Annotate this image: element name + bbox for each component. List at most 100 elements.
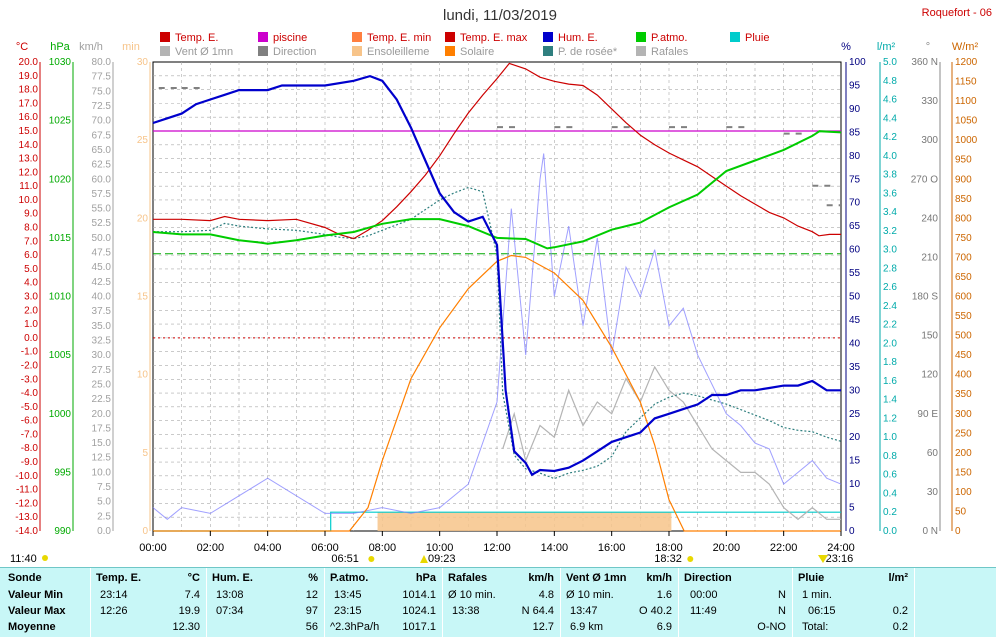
- patmo-max-val: 1024.1: [402, 605, 436, 617]
- axis-tick-label: 35.0: [92, 321, 112, 332]
- axis-tick-label: 20.0: [19, 57, 39, 68]
- axis-tick-label: 1000: [49, 409, 72, 420]
- vent-unit: km/h: [646, 572, 672, 584]
- axis-tick-label: 7.0: [24, 236, 38, 247]
- axis-tick-label: 6.0: [24, 250, 38, 261]
- axis-tick-label: 750: [955, 233, 972, 244]
- legend: Temp. E. piscine Temp. E. min Temp. E. max H…: [160, 32, 769, 58]
- axis-tick-label: 5: [849, 503, 855, 514]
- legend-label: piscine: [273, 32, 307, 44]
- axis-tick-label: 1010: [49, 292, 72, 303]
- hum-label: Hum. E.: [212, 572, 253, 584]
- axis-tick-label: 77.5: [92, 72, 112, 83]
- legend-swatch: [160, 32, 170, 42]
- axis-tick-label: 800: [955, 213, 972, 224]
- axis-tick-label: 0.0: [883, 526, 897, 537]
- axis-tick-label: 1.8: [883, 357, 897, 368]
- direction-max-time: 11:49: [690, 605, 717, 617]
- col-direction: Direction 00:00 N 11:49 N O-NO: [678, 568, 792, 637]
- axis-tick-label: 550: [955, 311, 972, 322]
- axis-tick-label: 11.0: [19, 181, 38, 192]
- x-tick-label: 24:00: [827, 542, 855, 554]
- separator: [560, 568, 561, 637]
- axis-tick-label: 990: [54, 526, 71, 537]
- axis-tick-label: 30: [927, 487, 939, 498]
- series: [152, 62, 842, 532]
- temp-unit: °C: [187, 572, 200, 584]
- axis-tick-label: 1150: [955, 77, 977, 88]
- axis-tick-label: 270 O: [911, 174, 938, 185]
- legend-swatch: [352, 46, 362, 56]
- legend-swatch: [258, 32, 268, 42]
- patmo-min-val: 1014.1: [402, 589, 436, 601]
- axis-tick-label: 15.0: [19, 126, 39, 137]
- x-tick-label: 08:00: [369, 542, 397, 554]
- sunset-icon: [687, 556, 694, 562]
- axis-tick-label: 30.0: [92, 350, 112, 361]
- axis-tick-label: 360 N: [911, 57, 938, 68]
- col-pluie: Pluie l/m² 1 min. 06:15 0.2 Total: 0.2: [792, 568, 914, 637]
- series-p-de-ros-e-: [153, 186, 842, 480]
- axis-tick-label: -10.0: [15, 471, 38, 482]
- separator: [914, 568, 915, 637]
- axis-tick-label: 57.5: [92, 189, 112, 200]
- axis-tick-label: 50: [955, 506, 967, 517]
- axis-unit-label: l/m²: [877, 41, 896, 53]
- x-tick-label: 14:00: [541, 542, 569, 554]
- axis-tick-label: 1.4: [883, 395, 897, 406]
- axis-tick-label: 0.6: [883, 470, 897, 481]
- axis-tick-label: -14.0: [15, 526, 38, 537]
- legend-swatch: [636, 32, 646, 42]
- col-patmo: P.atmo. hPa 13:45 1014.1 23:15 1024.1 ^2…: [324, 568, 442, 637]
- axis-tick-label: 1.0: [24, 319, 38, 330]
- series-rafales: [152, 153, 842, 520]
- hum-max-val: 97: [305, 605, 318, 617]
- axis-tick-label: 2.6: [883, 282, 897, 293]
- axis-tick-label: 19.0: [19, 71, 39, 82]
- axis-tick-label: 300: [955, 409, 972, 420]
- hum-min-val: 12: [305, 589, 318, 601]
- axis-tick-label: 50.0: [92, 233, 112, 244]
- sonde-label: Sonde: [8, 572, 42, 584]
- axis-tick-label: 600: [955, 292, 972, 303]
- axis-tick-label: 1005: [49, 350, 72, 361]
- axis-tick-label: 4.0: [883, 151, 897, 162]
- axis-tick-label: 0.8: [883, 451, 897, 462]
- direction-label: Direction: [684, 572, 732, 584]
- legend-label: P.atmo.: [651, 32, 688, 44]
- axis-tick-label: 25.0: [92, 379, 112, 390]
- axis-tick-label: 25: [137, 135, 149, 146]
- axis-tick-label: 1.6: [883, 376, 897, 387]
- axis-tick-label: 45.0: [92, 262, 112, 273]
- axis-tick-label: 700: [955, 252, 972, 263]
- temp-max-val: 19.9: [178, 605, 200, 617]
- legend-label: Rafales: [651, 46, 689, 58]
- axis-tick-label: 75.0: [92, 86, 112, 97]
- axis-tick-label: 120: [921, 370, 938, 381]
- axis-tick-label: 65: [849, 221, 861, 232]
- axis-tick-label: 950: [955, 155, 972, 166]
- pluie-unit: l/m²: [888, 572, 908, 584]
- axis-tick-label: 3.6: [883, 188, 897, 199]
- legend-label: Hum. E.: [558, 32, 598, 44]
- axis-tick-label: 330: [921, 96, 938, 107]
- axis-tick-label: 4.8: [883, 76, 897, 87]
- axis-tick-label: 16.0: [19, 112, 39, 123]
- axis-tick-label: 0.0: [24, 333, 38, 344]
- axis-tick-label: -12.0: [15, 498, 38, 509]
- sun-marker-icon: [42, 555, 48, 561]
- axis-unit-label: min: [122, 41, 140, 53]
- x-tick-label: 12:00: [483, 542, 511, 554]
- axis-tick-label: 52.5: [92, 218, 112, 229]
- axis-tick-label: 7.5: [97, 482, 111, 493]
- separator: [442, 568, 443, 637]
- axis-tick-label: -6.0: [21, 416, 39, 427]
- event-right-time: -23:16: [822, 553, 853, 565]
- max-sun-time: 09:23: [428, 553, 456, 565]
- col-vent: Vent Ø 1mn km/h Ø 10 min. 1.6 13:47 O 40…: [560, 568, 678, 637]
- axis-tick-label: 3.0: [24, 292, 38, 303]
- max-label: Valeur Max: [8, 605, 66, 617]
- axis-tick-label: -1.0: [21, 347, 39, 358]
- direction-min-val: N: [778, 589, 786, 601]
- axis-tick-label: 5.0: [883, 57, 897, 68]
